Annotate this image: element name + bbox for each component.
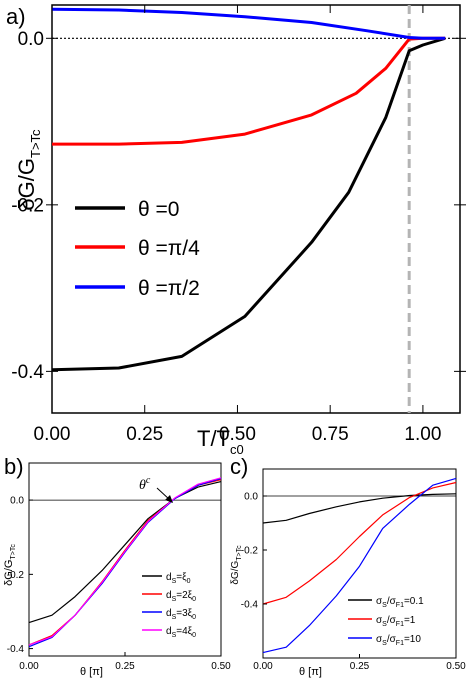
- panel-a-frame: [51, 4, 461, 414]
- legend-label-2: dS=3ξ0: [166, 608, 196, 621]
- legend-label-2: σS/σF1=10: [376, 634, 421, 647]
- series-line-0: [262, 493, 457, 524]
- panel-c-label: c): [230, 454, 248, 479]
- panel-b-legend: dS=ξ0 dS=2ξ0 dS=3ξ0 dS=4ξ0: [142, 572, 196, 639]
- y-tick-label: -0.2: [11, 195, 44, 216]
- panel-a-xlabel: T/Tc0: [197, 426, 244, 457]
- series-line-2: [51, 7, 446, 40]
- panel-c-legend: σS/σF1=0.1 σS/σF1=1 σS/σF1=10: [348, 596, 424, 647]
- x-tick-label: 0.25: [126, 424, 163, 445]
- panel-c-ylabel: δG/GT>Tc: [230, 545, 243, 585]
- panel-b-ylabel: δG/GT>Tc: [3, 544, 17, 586]
- panel-c-frame: [262, 468, 457, 659]
- x-tick-label: 0.00: [34, 424, 71, 445]
- series-line-2: [262, 477, 457, 654]
- legend-label-theta-0: θ =0: [138, 198, 179, 221]
- legend-label-1: dS=2ξ0: [166, 590, 196, 603]
- y-tick-label: -0.4: [11, 362, 44, 383]
- x-tick-label: 1.00: [404, 424, 441, 445]
- y-tick-label: 0.0: [10, 496, 24, 507]
- y-tick-label: -0.4: [241, 600, 259, 611]
- panel-a-label: a): [6, 4, 26, 29]
- panel-c-ticks: 0.00 0.25 0.50 0.0 -0.2 -0.4: [241, 492, 466, 673]
- y-tick-label: -0.2: [7, 570, 25, 581]
- panel-a-ticks: 0.00 0.25 0.50 0.75 1.00 0.0 -0.2 -0.4: [11, 5, 466, 445]
- panel-b: b) 0.00 0.25 0.50 0.0 -0.2 -0.4 δG/GT>Tc θ [π…: [3, 454, 231, 678]
- legend-label-theta-pi2: θ =π/2: [138, 277, 200, 300]
- panel-b-arrowhead: [165, 495, 173, 503]
- y-tick-label: -0.2: [241, 546, 259, 557]
- panel-c-series: [262, 477, 457, 654]
- legend-label-0: dS=ξ0: [166, 572, 191, 585]
- panel-a-ylabel: δG/GT>Tc: [14, 129, 43, 211]
- y-tick-label: -0.4: [7, 644, 25, 655]
- x-tick-label: 0.25: [350, 661, 370, 672]
- panel-b-label: b): [4, 454, 24, 479]
- legend-label-0: σS/σF1=0.1: [376, 596, 424, 609]
- x-tick-label: 0.25: [115, 661, 135, 672]
- series-line-1: [52, 36, 446, 146]
- x-tick-label: 0.50: [211, 661, 231, 672]
- panel-b-xlabel: θ [π]: [80, 666, 103, 678]
- x-tick-label: 0.50: [219, 424, 256, 445]
- panel-a-series: [51, 7, 446, 372]
- x-tick-label: 0.75: [312, 424, 349, 445]
- panel-b-frame: [28, 462, 222, 657]
- panel-a-legend: θ =0 θ =π/4 θ =π/2: [75, 198, 200, 300]
- panel-a: a) 0.00 0.25 0.50 0.75 1.00 0.0 -0.2 -0.4 δG/GT…: [6, 4, 466, 457]
- legend-label-1: σS/σF1=1: [376, 615, 416, 628]
- legend-label-3: dS=4ξ0: [166, 626, 196, 639]
- y-tick-label: 0.0: [18, 29, 44, 50]
- panel-b-ticks: 0.00 0.25 0.50 0.0 -0.2 -0.4: [7, 496, 231, 672]
- panel-b-annotation: θc: [139, 475, 151, 493]
- panel-c: c) 0.00 0.25 0.50 0.0 -0.2 -0.4 δG/GT>Tc θ [π…: [230, 454, 466, 678]
- legend-label-theta-pi4: θ =π/4: [138, 237, 200, 260]
- panel-c-xlabel: θ [π]: [299, 666, 322, 678]
- series-line-0: [28, 481, 222, 624]
- x-tick-label: 0.00: [253, 661, 273, 672]
- series-line-0: [51, 36, 446, 372]
- series-line-3: [28, 477, 222, 646]
- x-tick-label: 0.00: [19, 661, 39, 672]
- x-tick-label: 0.50: [446, 661, 466, 672]
- panel-b-series: [28, 477, 222, 648]
- y-tick-label: 0.0: [244, 492, 258, 503]
- series-line-2: [28, 478, 222, 648]
- series-line-1: [262, 481, 457, 605]
